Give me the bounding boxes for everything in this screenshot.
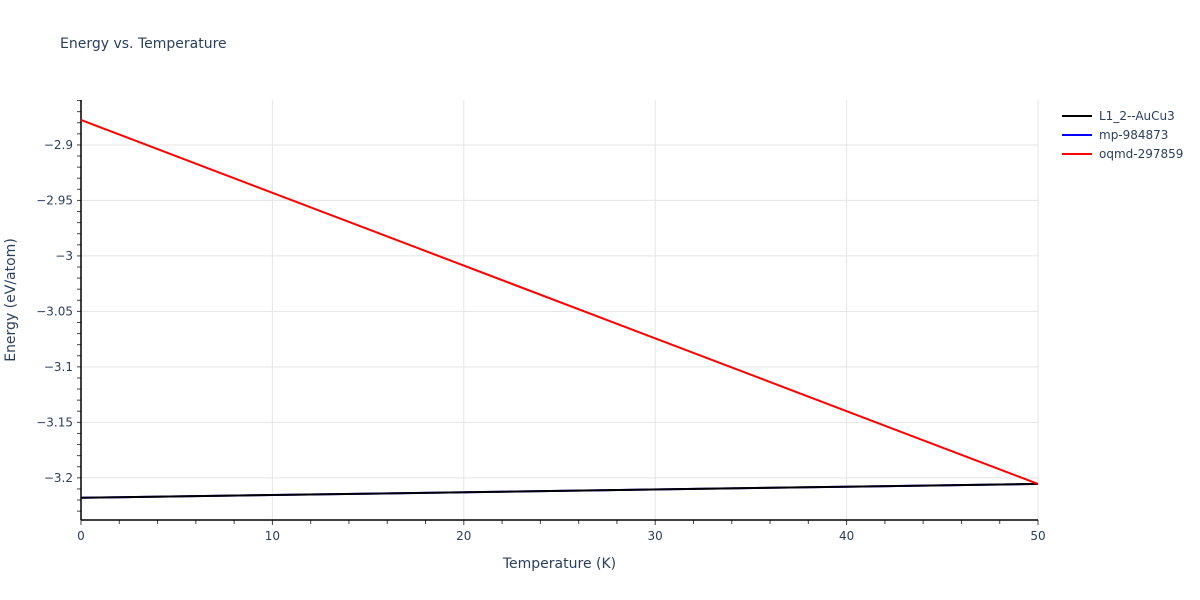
chart-title: Energy vs. Temperature [60, 36, 227, 52]
legend-item-oqmd-297859[interactable]: oqmd-297859 [1062, 144, 1183, 163]
legend-label: oqmd-297859 [1099, 146, 1184, 161]
y-tick-label: −3.05 [36, 304, 73, 318]
x-tick-label: 20 [456, 529, 471, 543]
x-tick-label: 30 [648, 529, 663, 543]
legend-item-mp-984873[interactable]: mp-984873 [1062, 125, 1183, 144]
y-tick-label: −3 [55, 249, 73, 263]
x-tick-label: 0 [77, 529, 85, 543]
y-tick-label: −2.9 [44, 138, 73, 152]
y-tick-label: −2.95 [36, 193, 73, 207]
y-tick-label: −3.2 [44, 471, 73, 485]
x-tick-label: 10 [265, 529, 280, 543]
legend-swatch-icon [1062, 152, 1092, 155]
x-axis-title: Temperature (K) [502, 556, 616, 572]
legend-swatch-icon [1062, 114, 1092, 117]
y-axis-title: Energy (eV/atom) [3, 238, 19, 362]
series-line-l1-2-aucu3[interactable] [80, 482, 1039, 499]
y-tick-label: −3.1 [44, 360, 73, 374]
y-tick-label: −3.15 [36, 415, 73, 429]
legend-label: mp-984873 [1099, 127, 1169, 142]
x-tick-label: 40 [839, 529, 854, 543]
legend-item-l1-2-aucu3[interactable]: L1_2--AuCu3 [1062, 106, 1183, 125]
x-tick-label: 50 [1030, 529, 1045, 543]
legend: L1_2--AuCu3 mp-984873 oqmd-297859 [1062, 106, 1183, 163]
series-line-oqmd-297859[interactable] [80, 119, 1039, 485]
legend-swatch-icon [1062, 133, 1092, 136]
legend-label: L1_2--AuCu3 [1099, 108, 1175, 123]
